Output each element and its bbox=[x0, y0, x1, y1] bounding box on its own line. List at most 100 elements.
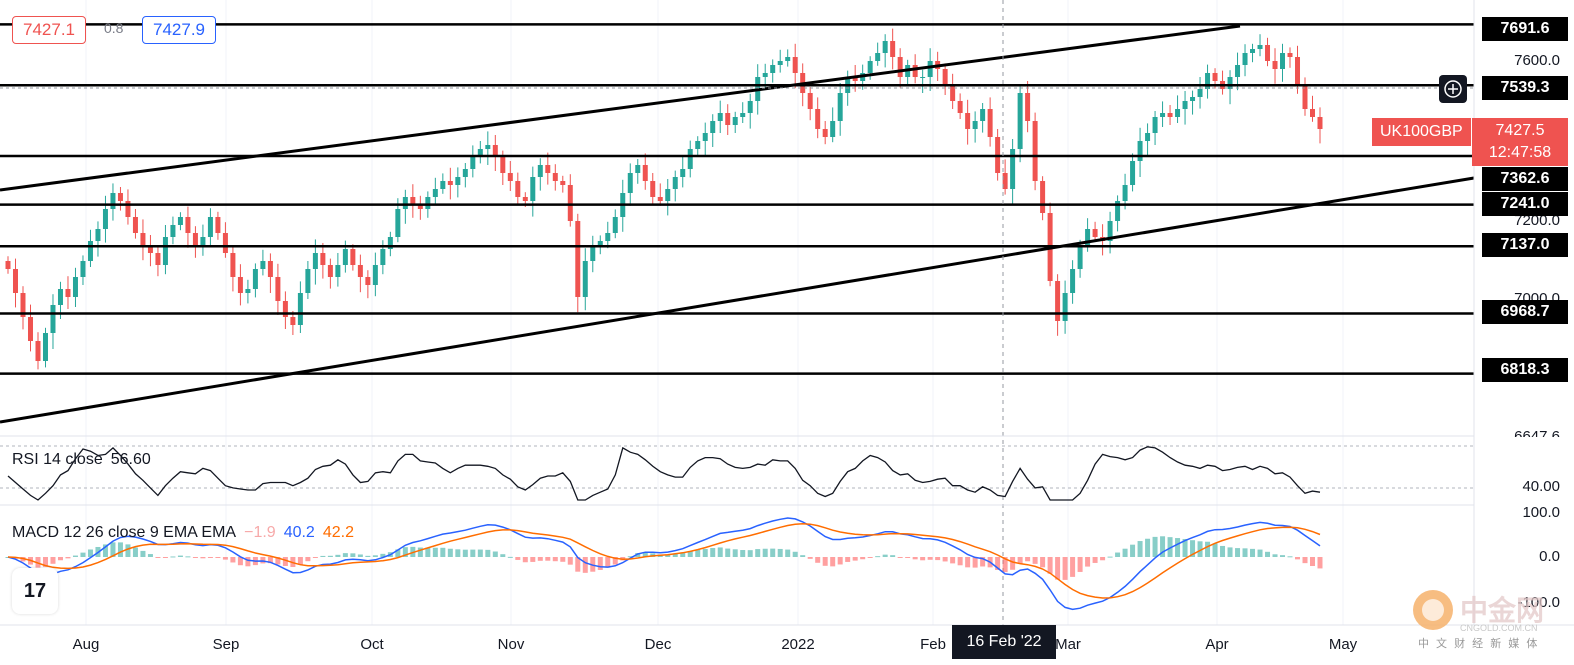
candle-body bbox=[1055, 281, 1061, 321]
candle-body bbox=[365, 277, 371, 285]
candle-body bbox=[530, 177, 536, 201]
macd-histogram-bar bbox=[665, 554, 671, 557]
candle-body bbox=[702, 133, 708, 141]
candle-body bbox=[635, 165, 641, 173]
candle-body bbox=[230, 253, 236, 277]
candle-body bbox=[282, 301, 288, 317]
macd-histogram-bar bbox=[297, 557, 303, 565]
candle-body bbox=[1152, 117, 1158, 133]
level-label-7539[interactable]: 7539.3 bbox=[1482, 76, 1568, 100]
watermark-brand: 中金网 bbox=[1460, 595, 1545, 626]
macd-histogram-bar bbox=[1115, 552, 1121, 557]
candle-body bbox=[477, 149, 483, 157]
macd-histogram-bar bbox=[230, 557, 236, 563]
candle-body bbox=[1002, 173, 1008, 189]
candle-body bbox=[1190, 97, 1196, 101]
candle-body bbox=[890, 41, 896, 57]
macd-axis-0: 0.0 bbox=[1539, 548, 1560, 565]
candle-body bbox=[380, 249, 386, 265]
candle-body bbox=[1130, 161, 1136, 185]
macd-histogram-bar bbox=[1295, 557, 1301, 560]
macd-histogram-bar bbox=[530, 557, 536, 562]
candle-body bbox=[27, 317, 33, 341]
trend-lines[interactable] bbox=[0, 24, 1475, 424]
candle-body bbox=[972, 121, 978, 129]
tradingview-logo-icon[interactable]: 17 bbox=[12, 568, 58, 614]
macd-histogram-bar bbox=[785, 549, 791, 557]
horizontal-levels[interactable] bbox=[0, 23, 1474, 375]
macd-histogram-bar bbox=[642, 552, 648, 557]
candle-body bbox=[605, 233, 611, 241]
candle-body bbox=[267, 261, 273, 277]
macd-histogram-bar bbox=[1062, 557, 1068, 580]
candle-body bbox=[912, 65, 918, 77]
candle-body bbox=[342, 249, 348, 265]
month-label-mar: Mar bbox=[1055, 636, 1081, 653]
macd-histogram-bar bbox=[747, 550, 753, 557]
candle-body bbox=[492, 145, 498, 157]
plus-circle-icon[interactable] bbox=[1439, 75, 1467, 103]
candle-body bbox=[387, 237, 393, 249]
price-tick-partial: 6647.6 bbox=[1514, 428, 1560, 437]
macd-histogram-bar bbox=[1152, 536, 1158, 557]
candle-body bbox=[455, 177, 461, 185]
rsi-axis-label: 40.00 bbox=[1522, 478, 1560, 495]
bar-countdown: 12:47:58 bbox=[1488, 144, 1552, 161]
macd-histogram-bar bbox=[1002, 557, 1008, 573]
macd-histogram-bar bbox=[1242, 548, 1248, 557]
level-label-6968[interactable]: 6968.7 bbox=[1482, 300, 1568, 324]
candle-body bbox=[1205, 73, 1211, 89]
candle-body bbox=[215, 217, 221, 233]
candle-body bbox=[1160, 113, 1166, 117]
macd-histogram-bar bbox=[792, 551, 798, 557]
macd-histogram-bar bbox=[717, 547, 723, 557]
macd-histogram-bar bbox=[1010, 557, 1016, 570]
candle-body bbox=[1017, 93, 1023, 149]
macd-histogram-bar bbox=[860, 557, 866, 560]
macd-histogram-bar bbox=[1205, 541, 1211, 557]
candle-body bbox=[867, 61, 873, 73]
macd-histogram-bar bbox=[500, 554, 506, 557]
macd-histogram-bar bbox=[312, 557, 318, 558]
macd-legend[interactable]: MACD 12 26 close 9 EMA EMA −1.9 40.2 42.2 bbox=[12, 524, 362, 542]
candle-body bbox=[102, 209, 108, 229]
candle-body bbox=[222, 233, 228, 253]
macd-histogram-bar bbox=[1032, 557, 1038, 564]
macd-histogram-bar bbox=[995, 557, 1001, 570]
macd-histogram-bar bbox=[1235, 548, 1241, 557]
macd-histogram-bar bbox=[972, 557, 978, 568]
level-label-7691[interactable]: 7691.6 bbox=[1482, 17, 1568, 41]
macd-histogram-bar bbox=[852, 557, 858, 561]
candle-body bbox=[1107, 221, 1113, 241]
candle-body bbox=[410, 197, 416, 205]
macd-histogram-bar bbox=[950, 557, 956, 564]
candle-body bbox=[207, 217, 213, 237]
level-label-7241[interactable]: 7241.0 bbox=[1482, 192, 1568, 216]
rsi-legend[interactable]: RSI 14 close 56.60 bbox=[12, 451, 159, 469]
level-label-6818[interactable]: 6818.3 bbox=[1482, 358, 1568, 382]
level-label-7137[interactable]: 7137.0 bbox=[1482, 233, 1568, 257]
macd-histogram-bar bbox=[1122, 548, 1128, 557]
level-label-7362[interactable]: 7362.6 bbox=[1482, 167, 1568, 191]
macd-histogram-bar bbox=[140, 550, 146, 557]
month-label-2022: 2022 bbox=[781, 636, 815, 653]
macd-histogram-bar bbox=[1310, 557, 1316, 567]
macd-histogram-bar bbox=[1317, 557, 1323, 569]
macd-histogram-bar bbox=[867, 557, 873, 558]
candle-body bbox=[147, 245, 153, 253]
candle-body bbox=[762, 73, 768, 77]
candle-body bbox=[485, 145, 491, 149]
crosshair-date-label: 16 Feb '22 bbox=[952, 625, 1056, 659]
bid-price-box[interactable]: 7427.1 bbox=[12, 16, 86, 44]
candle-body bbox=[305, 269, 311, 293]
macd-histogram-bar bbox=[1017, 557, 1023, 564]
candle-body bbox=[200, 237, 206, 245]
candle-body bbox=[897, 57, 903, 77]
macd-histogram-bar bbox=[357, 554, 363, 557]
ask-price-box[interactable]: 7427.9 bbox=[142, 16, 216, 44]
candle-body bbox=[297, 293, 303, 325]
macd-histogram-bar bbox=[125, 544, 131, 557]
candle-body bbox=[1295, 57, 1301, 85]
candle-body bbox=[290, 317, 296, 325]
